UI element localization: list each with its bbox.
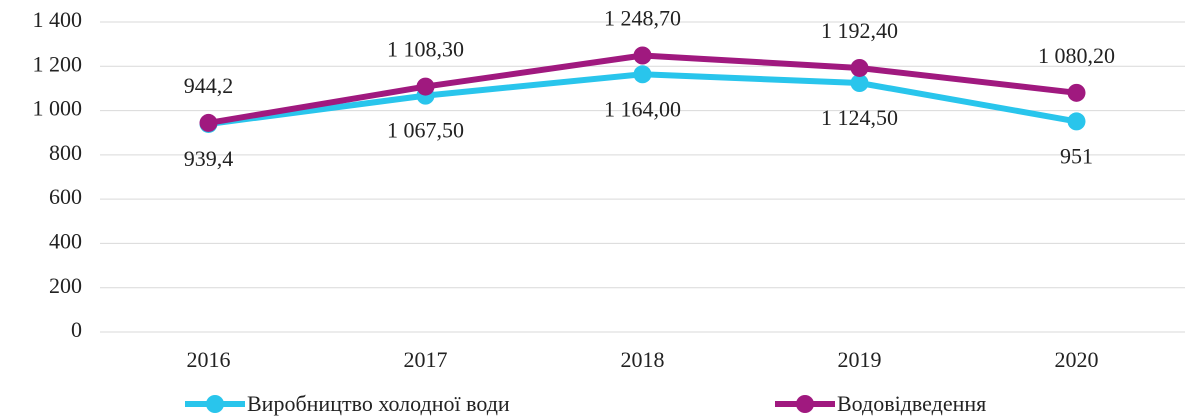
data-label: 1 124,50 bbox=[821, 105, 898, 130]
x-tick-label: 2020 bbox=[1055, 347, 1099, 372]
data-label: 951 bbox=[1060, 143, 1093, 168]
point bbox=[850, 58, 869, 77]
legend-label: Виробництво холодної води bbox=[247, 391, 510, 416]
data-label: 1 248,70 bbox=[604, 6, 681, 31]
data-label: 944,2 bbox=[184, 73, 234, 98]
y-tick-label: 1 400 bbox=[33, 7, 83, 32]
point bbox=[1067, 112, 1086, 131]
y-tick-label: 400 bbox=[49, 228, 82, 253]
y-tick-label: 1 000 bbox=[33, 96, 83, 121]
y-tick-label: 1 200 bbox=[33, 51, 83, 76]
legend-label: Водовідведення bbox=[837, 391, 986, 416]
legend-marker bbox=[796, 395, 814, 413]
y-tick-label: 0 bbox=[71, 317, 82, 342]
legend-marker bbox=[206, 395, 224, 413]
x-tick-label: 2016 bbox=[187, 347, 231, 372]
point bbox=[199, 113, 218, 132]
data-label: 1 164,00 bbox=[604, 96, 681, 121]
data-label: 1 067,50 bbox=[387, 118, 464, 143]
point bbox=[416, 77, 435, 96]
x-tick-label: 2018 bbox=[621, 347, 665, 372]
data-label: 1 080,20 bbox=[1038, 43, 1115, 68]
data-label: 1 108,30 bbox=[387, 37, 464, 62]
y-tick-label: 600 bbox=[49, 184, 82, 209]
point bbox=[1067, 83, 1086, 102]
data-label: 939,4 bbox=[184, 146, 234, 171]
point bbox=[633, 65, 652, 84]
x-tick-label: 2017 bbox=[404, 347, 448, 372]
y-tick-label: 200 bbox=[49, 273, 82, 298]
point bbox=[633, 46, 652, 65]
point bbox=[850, 74, 869, 93]
y-tick-label: 800 bbox=[49, 140, 82, 165]
x-tick-label: 2019 bbox=[838, 347, 882, 372]
data-label: 1 192,40 bbox=[821, 18, 898, 43]
